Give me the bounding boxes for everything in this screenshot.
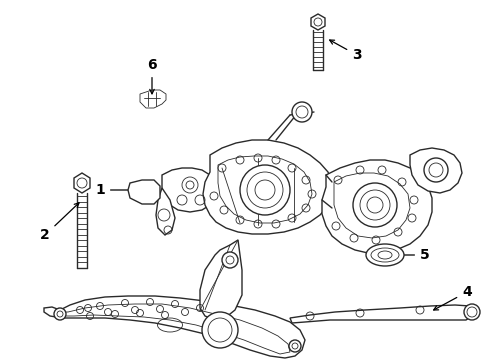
Circle shape [353,183,397,227]
Polygon shape [200,240,242,320]
Polygon shape [156,188,175,235]
Ellipse shape [366,244,404,266]
Circle shape [240,165,290,215]
Circle shape [222,252,238,268]
Polygon shape [162,168,215,212]
Circle shape [424,158,448,182]
Circle shape [292,102,312,122]
Circle shape [464,304,480,320]
Polygon shape [322,160,432,253]
Text: 1: 1 [95,183,138,197]
Polygon shape [410,148,462,193]
Polygon shape [311,14,325,30]
Polygon shape [290,305,475,323]
Circle shape [54,308,66,320]
Circle shape [202,312,238,348]
Polygon shape [128,180,160,204]
Text: 6: 6 [147,58,157,94]
Text: 4: 4 [434,285,472,310]
Text: 3: 3 [330,40,362,62]
Polygon shape [44,296,305,358]
Polygon shape [140,90,166,108]
Polygon shape [74,173,90,193]
Text: 5: 5 [389,248,430,262]
Polygon shape [203,140,332,234]
Text: 2: 2 [40,203,79,242]
Circle shape [289,340,301,352]
